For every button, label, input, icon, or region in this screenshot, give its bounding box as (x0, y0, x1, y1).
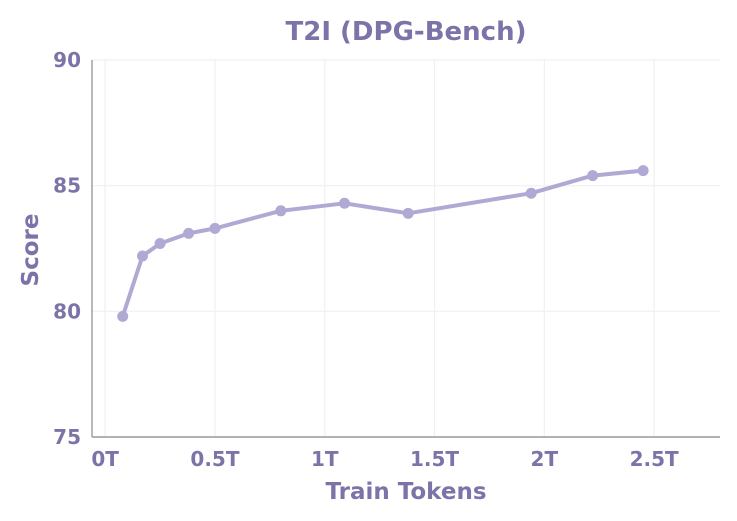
x-tick-label-2: 1T (311, 447, 339, 471)
data-point-1 (137, 250, 149, 262)
x-tick-label-0: 0T (91, 447, 119, 471)
y-tick-label-3: 90 (53, 48, 81, 72)
y-tick-label-0: 75 (53, 425, 81, 449)
data-point-3 (183, 227, 195, 239)
y-tick-label-2: 85 (53, 174, 81, 198)
data-point-4 (209, 222, 221, 234)
y-tick-label-1: 80 (53, 299, 81, 323)
data-point-5 (275, 205, 287, 217)
data-point-10 (637, 165, 649, 177)
x-tick-label-1: 0.5T (190, 447, 239, 471)
data-point-7 (402, 207, 414, 219)
x-axis-label: Train Tokens (325, 479, 486, 505)
data-point-0 (117, 310, 129, 322)
y-axis-ticks: 75 80 85 90 (53, 48, 81, 449)
series-layer (117, 165, 649, 322)
x-axis-ticks: 0T 0.5T 1T 1.5T 2T 2.5T (91, 447, 679, 471)
chart-title: T2I (DPG-Bench) (286, 17, 527, 47)
data-point-2 (154, 237, 166, 249)
x-tick-label-5: 2.5T (630, 447, 679, 471)
data-point-6 (339, 197, 351, 209)
axes (91, 60, 720, 438)
x-tick-label-3: 1.5T (410, 447, 459, 471)
y-axis-label: Score (18, 214, 44, 287)
x-tick-label-4: 2T (531, 447, 559, 471)
data-point-8 (525, 187, 537, 199)
grid-lines (92, 59, 720, 438)
series-line-0 (120, 168, 646, 319)
data-point-9 (587, 170, 599, 182)
